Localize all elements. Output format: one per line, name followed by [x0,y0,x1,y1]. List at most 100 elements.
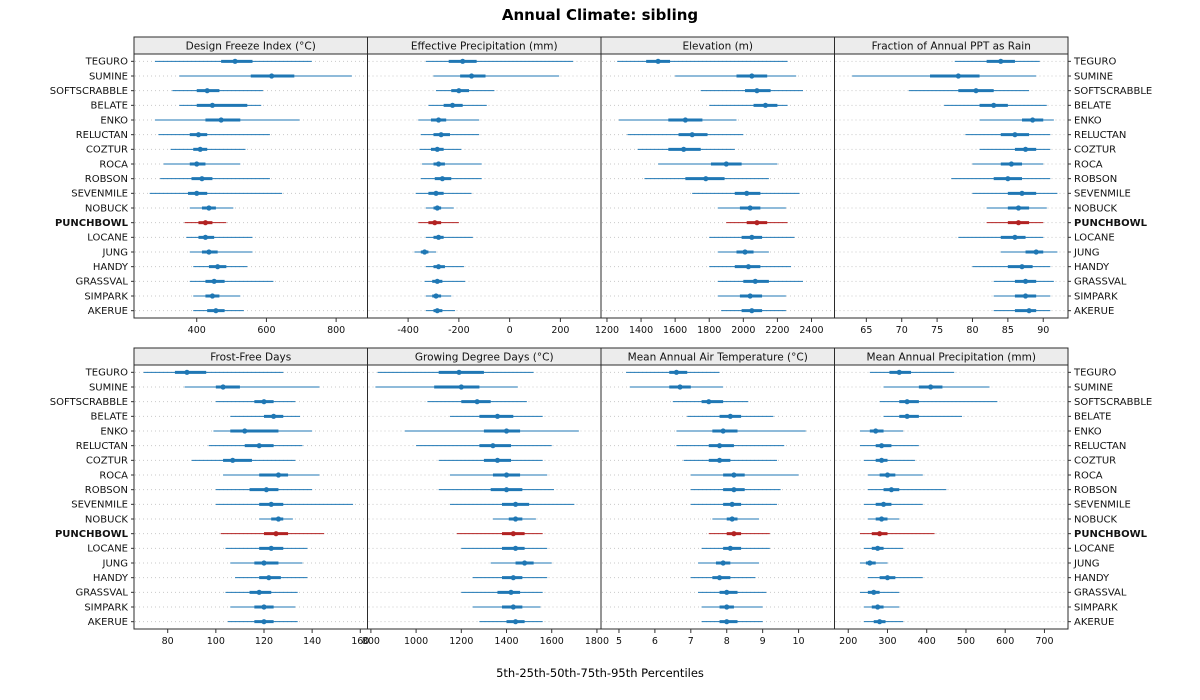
median-dot [991,102,997,108]
interval-jung [1000,249,1058,255]
interval-robson [420,176,482,182]
station-label-left: JUNG [102,247,129,258]
station-label-right: SOFTSCRABBLE [1074,86,1152,97]
interval-punchbowl [220,531,325,537]
median-dot [1019,264,1025,270]
median-dot [268,501,274,507]
median-dot [439,176,445,182]
median-dot [220,384,226,390]
interval-softscrabble [215,399,296,405]
interval-akerue [193,308,244,314]
interval-handy [690,575,756,581]
interval-belate [428,102,487,108]
interval-enko [860,428,904,434]
station-label-left: LOCANE [87,544,128,555]
panel-body [367,53,602,319]
x-tick-label: 100 [207,636,225,647]
interval-akerue [863,619,904,625]
median-dot [871,589,877,595]
median-dot [435,117,442,123]
interval-softscrabble [879,399,998,405]
interval-roca [972,161,1044,167]
x-tick-label: 120 [255,636,273,647]
x-tick-label: 70 [896,325,908,336]
median-dot [724,619,730,625]
station-label-right: LOCANE [1074,544,1115,555]
station-label-right: AKERUE [1074,306,1114,317]
panel-effective-precipitation-mm: Effective Precipitation (mm) -400 -200 0 200 [367,36,602,336]
interval-reluctan [158,132,270,138]
interval-enko [676,428,806,434]
interval-locane [186,234,253,240]
x-axis-caption: 5th-25th-50th-75th-95th Percentiles [496,666,704,680]
station-label-left: ROBSON [85,485,128,496]
interval-locane [225,545,308,551]
median-dot [242,428,248,434]
interval-belate [944,102,1047,108]
interval-handy [867,575,923,581]
median-dot [752,278,758,284]
median-dot [213,308,219,314]
interval-simpark [717,293,786,299]
median-dot [867,560,873,566]
panel-title: Fraction of Annual PPT as Rain [872,41,1031,53]
interval-nobuck [425,205,454,211]
median-dot [1030,117,1036,123]
station-label-left: SEVENMILE [71,189,128,200]
interval-robson [690,487,781,493]
median-dot [510,604,516,610]
station-label-left: NOBUCK [85,514,129,525]
median-dot [677,384,683,390]
median-dot [878,457,885,463]
median-dot [729,501,735,507]
median-dot [494,413,501,419]
interval-coztur [191,457,296,463]
x-tick-label: 1000 [404,636,428,647]
interval-coztur [419,146,462,152]
median-dot [744,190,750,196]
median-dot [211,278,217,284]
median-dot [206,249,212,255]
x-tick-label: 8 [724,636,730,647]
median-dot [998,58,1004,64]
interval-teguro [143,369,284,375]
median-dot [1019,190,1025,196]
median-dot [435,264,442,270]
station-label-left: RELUCTAN [76,130,128,141]
median-dot [745,264,752,270]
interval-sumine [375,384,518,390]
median-dot [689,132,695,138]
interval-sevenmile [690,501,778,507]
station-label-right: RELUCTAN [1074,130,1126,141]
x-tick-label: 80 [966,325,978,336]
median-dot [655,58,661,64]
median-dot [269,73,275,79]
interval-grassval [225,589,298,595]
interval-punchbowl [708,531,770,537]
median-dot [433,190,439,196]
interval-belate [450,413,543,419]
median-dot [521,560,528,566]
station-label-right: NOBUCK [1074,203,1118,214]
station-label-right: JUNG [1073,247,1100,258]
median-dot [1022,146,1029,152]
x-tick-label: 140 [303,636,321,647]
x-tick-label: 600 [257,325,275,336]
interval-sumine [184,384,320,390]
panel-growing-degree-days-c: Growing Degree Days (°C) 800 1000 1200 1400 1… [362,347,609,647]
panel-header [834,36,1069,55]
station-label-left: AKERUE [88,617,128,628]
interval-sevenmile [972,190,1058,196]
median-dot [723,161,729,167]
x-tick-label: 1600 [540,636,564,647]
median-dot [184,369,190,375]
median-dot [456,88,462,94]
interval-jung [697,560,760,566]
panel-title: Mean Annual Precipitation (mm) [867,352,1036,364]
interval-simpark [701,604,763,610]
interval-coztur [170,146,246,152]
interval-simpark [472,604,541,610]
interval-sumine [852,73,1037,79]
station-label-right: RELUCTAN [1074,441,1126,452]
median-dot [215,264,221,270]
